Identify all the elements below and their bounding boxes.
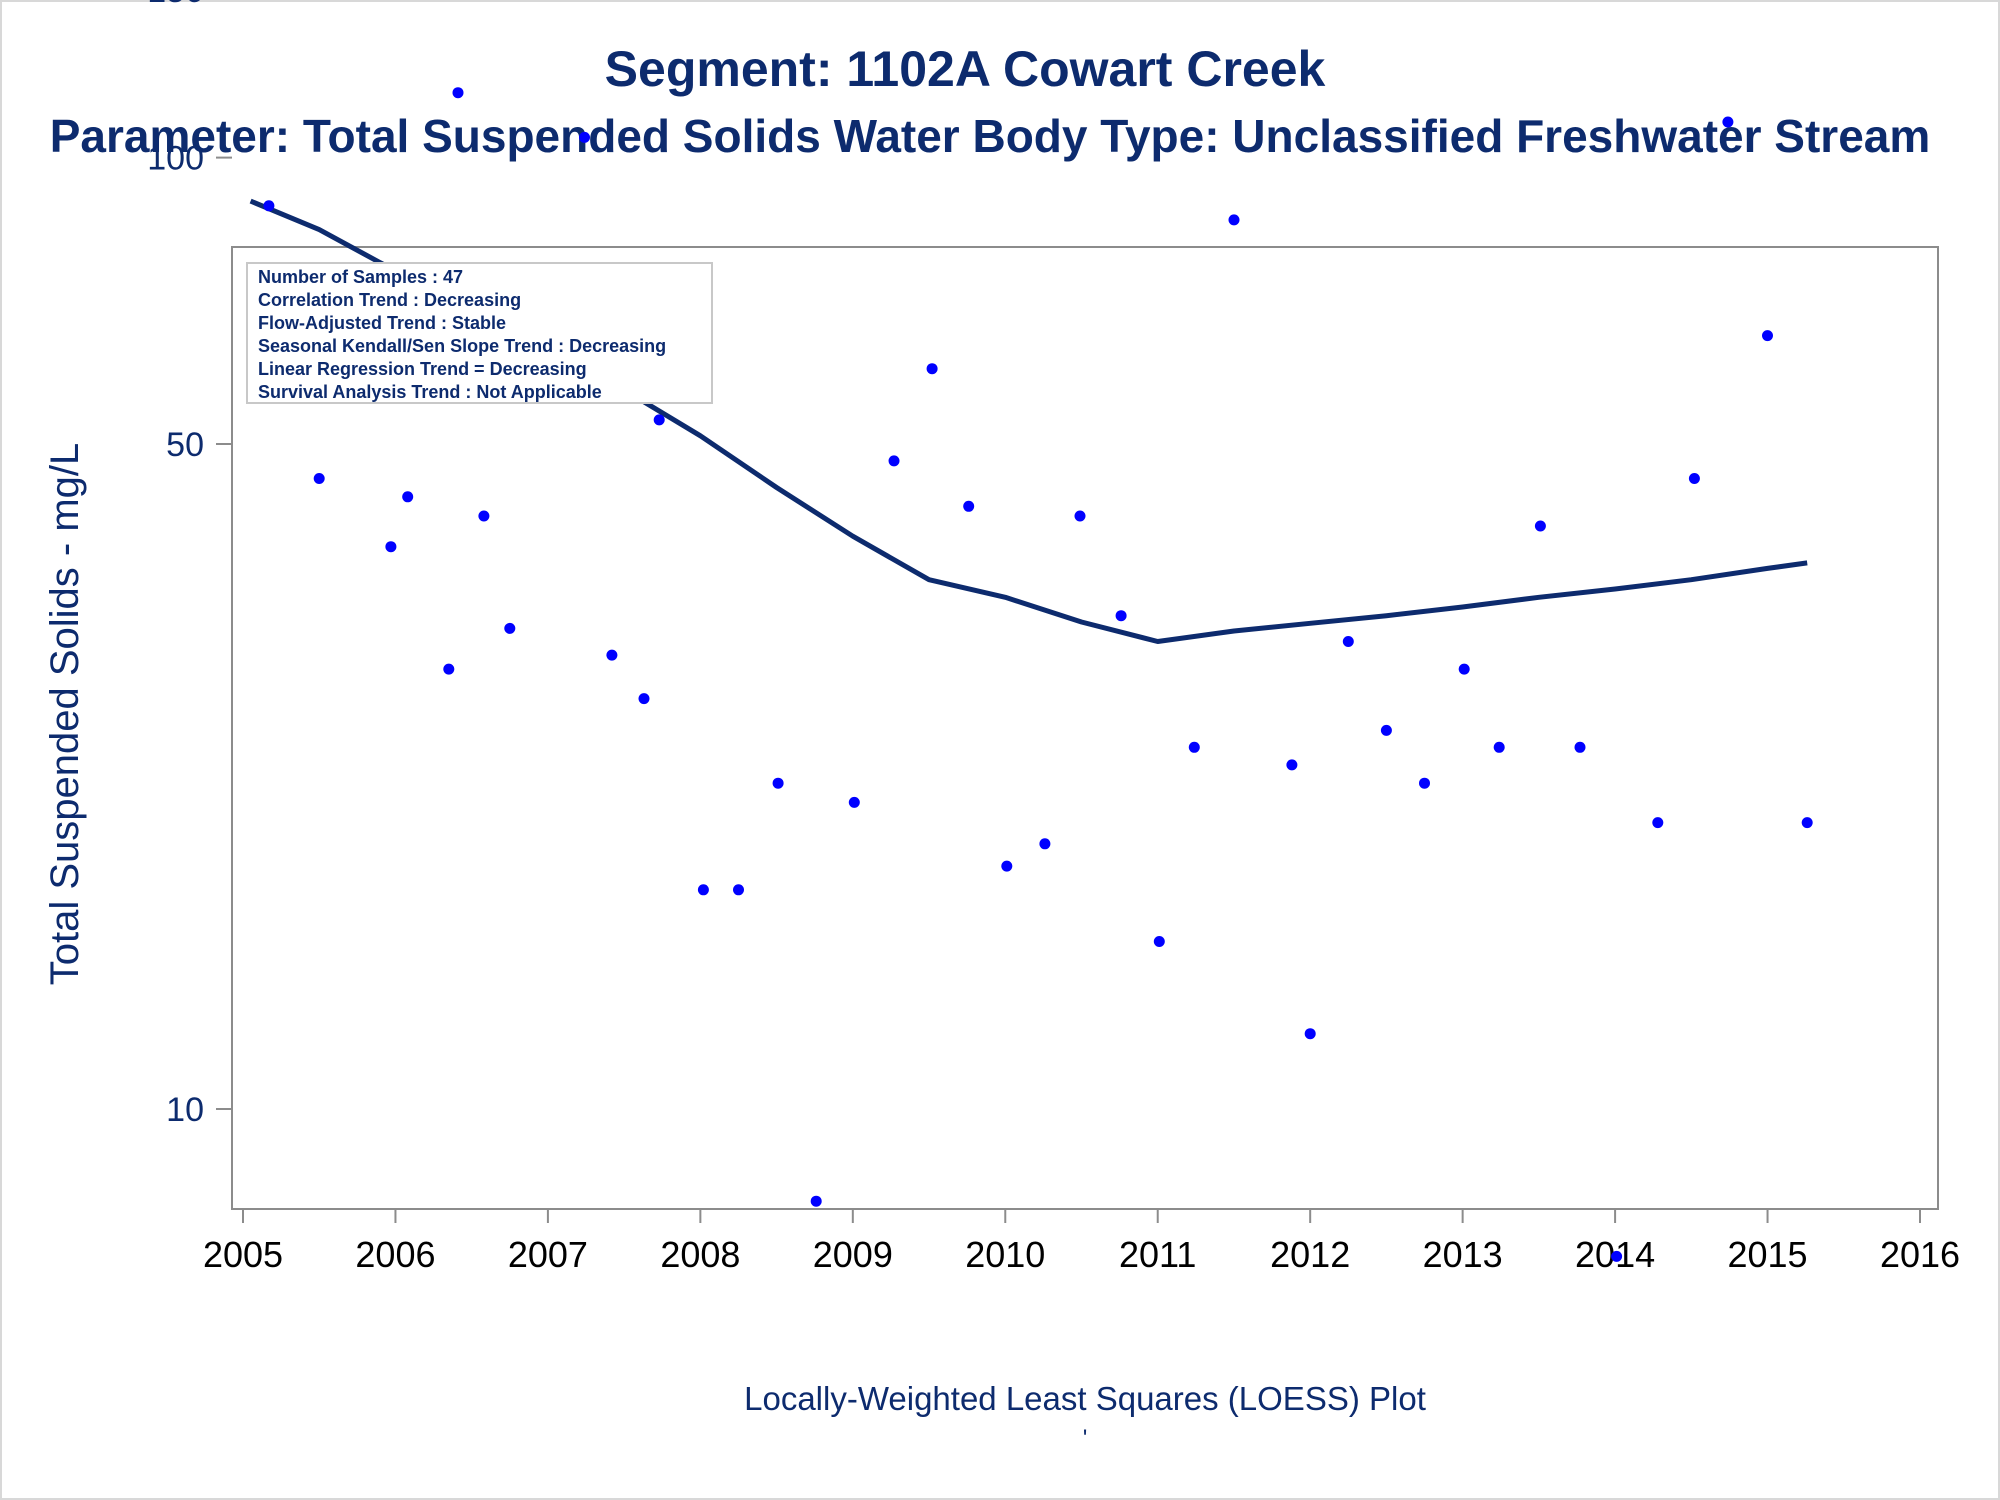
data-point (963, 500, 975, 512)
data-point (1188, 741, 1200, 753)
data-point (452, 87, 464, 99)
footnote-mark: ' (1082, 1425, 1088, 1452)
data-point (1493, 741, 1505, 753)
data-point (888, 455, 900, 467)
stats-line: Flow-Adjusted Trend : Stable (258, 313, 506, 333)
data-point (402, 491, 414, 503)
x-tick-label: 2009 (813, 1234, 893, 1275)
data-point (478, 510, 490, 522)
data-point (1762, 330, 1773, 342)
data-point (1228, 214, 1240, 226)
x-tick-label: 2016 (1880, 1234, 1960, 1275)
data-point (504, 622, 516, 634)
y-axis-label: Total Suspended Solids - mg/L (43, 443, 87, 986)
data-point (313, 473, 325, 484)
stats-line: Correlation Trend : Decreasing (258, 290, 521, 310)
y-tick-label: 100 (147, 140, 204, 178)
data-point (1039, 838, 1051, 850)
stats-line: Survival Analysis Trend : Not Applicable (258, 382, 602, 402)
data-point (733, 884, 744, 896)
stats-box-border (246, 262, 713, 404)
x-tick-label: 2012 (1270, 1234, 1350, 1275)
y-tick-label: 50 (166, 426, 204, 464)
data-point (1722, 116, 1734, 128)
data-point (1286, 759, 1298, 771)
data-point (697, 884, 709, 896)
data-point (1419, 777, 1430, 789)
data-point (653, 414, 665, 426)
chart-subtitle: Parameter: Total Suspended Solids Water … (49, 110, 1931, 162)
x-axis: 2005200620072008200920102011201220132014… (203, 1209, 1960, 1275)
x-tick-label: 2006 (355, 1234, 435, 1275)
data-point (1001, 860, 1013, 872)
x-tick-label: 2011 (1119, 1234, 1196, 1275)
data-point (1342, 636, 1354, 647)
data-point (1534, 520, 1546, 532)
data-point (1153, 936, 1165, 947)
y-axis: 1050100150200250300 (147, 0, 232, 1129)
data-point (263, 200, 275, 212)
x-tick-label: 2005 (203, 1234, 283, 1275)
data-point (443, 663, 455, 675)
data-point (848, 796, 860, 808)
data-point (1380, 724, 1392, 736)
data-point (638, 693, 650, 705)
data-point (1574, 741, 1586, 753)
data-point (1688, 473, 1700, 484)
data-point (1652, 817, 1664, 829)
data-point (606, 649, 618, 661)
data-point (1304, 1028, 1316, 1040)
chart-title: Segment: 1102A Cowart Creek (604, 41, 1326, 97)
stats-line: Number of Samples : 47 (258, 267, 463, 287)
data-point (772, 777, 784, 789)
x-tick-label: 2015 (1727, 1234, 1807, 1275)
data-points (263, 87, 1813, 1262)
y-tick-label: 150 (147, 0, 204, 10)
data-point (926, 363, 938, 375)
data-point (1611, 1250, 1623, 1262)
footnote: Locally-Weighted Least Squares (LOESS) P… (744, 1380, 1426, 1417)
stats-line: Linear Regression Trend = Decreasing (258, 359, 587, 379)
data-point (810, 1195, 822, 1207)
stats-line: Seasonal Kendall/Sen Slope Trend : Decre… (258, 336, 666, 356)
x-tick-label: 2008 (660, 1234, 740, 1275)
data-point (1458, 663, 1470, 675)
stats-box: Number of Samples : 47 Correlation Trend … (246, 262, 713, 404)
data-point (385, 541, 397, 553)
data-point (1115, 610, 1127, 622)
data-point (1074, 510, 1086, 522)
plot-area (231, 246, 1939, 1210)
x-tick-label: 2013 (1423, 1234, 1503, 1275)
x-tick-label: 2007 (508, 1234, 588, 1275)
x-tick-label: 2010 (965, 1234, 1045, 1275)
plot-border (231, 246, 1939, 1210)
data-point (579, 131, 590, 143)
y-tick-label: 10 (166, 1091, 204, 1129)
data-point (1801, 817, 1813, 829)
